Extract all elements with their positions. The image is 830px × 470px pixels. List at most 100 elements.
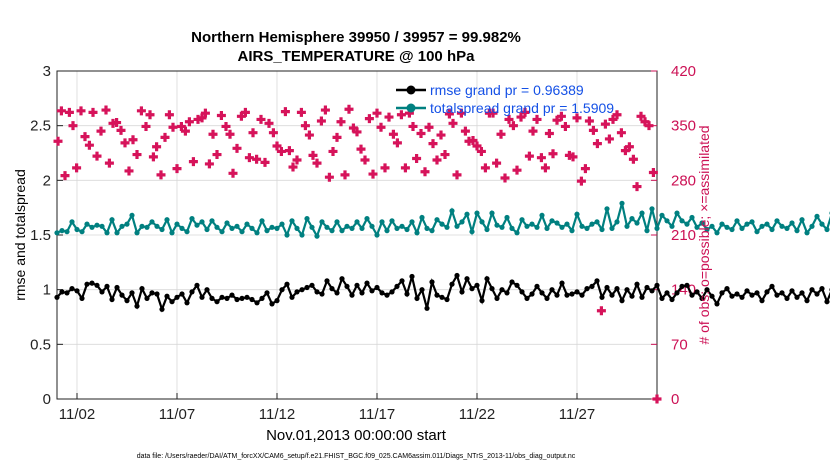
data-point [609, 225, 615, 231]
x-tick-label: 11/22 [459, 406, 495, 423]
obs-marker [216, 111, 226, 121]
obs-marker [448, 118, 458, 128]
data-point [644, 228, 650, 234]
obs-marker [300, 121, 310, 131]
data-point [339, 276, 345, 282]
data-point [224, 220, 230, 226]
data-point [154, 291, 160, 297]
data-point [369, 223, 375, 229]
data-point [659, 295, 665, 301]
left-axis-ticks: 0 0.5 1 1.5 2 2.5 3 [30, 63, 63, 408]
data-point [314, 289, 320, 295]
data-point [559, 224, 565, 230]
obs-marker [188, 157, 198, 167]
data-point [434, 217, 440, 223]
data-point [374, 284, 380, 291]
data-point [204, 287, 210, 293]
data-point [419, 287, 425, 293]
data-point [594, 278, 600, 284]
obs-marker [352, 127, 362, 137]
obs-marker [636, 111, 646, 121]
data-point [704, 287, 710, 293]
data-point [534, 283, 540, 289]
data-point [324, 278, 330, 284]
obs-marker [344, 104, 354, 114]
data-point [564, 292, 570, 298]
data-point [399, 223, 405, 229]
data-point [139, 286, 145, 292]
x-tick-label: 11/07 [159, 406, 195, 423]
data-point [94, 222, 100, 228]
data-point [234, 223, 240, 229]
data-point [624, 287, 630, 293]
obs-marker [124, 166, 134, 176]
obs-marker [184, 117, 194, 127]
data-point [124, 221, 130, 227]
obs-marker [336, 117, 346, 127]
data-point [429, 228, 435, 234]
data-point [654, 225, 660, 231]
data-point [199, 294, 205, 300]
data-point [564, 221, 570, 227]
data-point [769, 226, 775, 233]
data-point [249, 225, 255, 231]
obs-marker [380, 163, 390, 173]
data-point [749, 219, 755, 225]
obs-marker [388, 129, 398, 139]
obs-marker [440, 150, 450, 160]
data-point [594, 219, 600, 225]
data-point [659, 212, 665, 218]
data-point [469, 286, 475, 292]
data-point [484, 226, 490, 233]
obs-marker [392, 138, 402, 148]
data-point [249, 296, 255, 303]
data-point [654, 282, 660, 288]
obs-marker [524, 151, 534, 161]
legend-label-rmse: rmse grand pr = 0.96389 [430, 82, 584, 98]
data-point [424, 225, 430, 231]
data-point [164, 293, 170, 299]
data-point [299, 287, 305, 293]
data-point [559, 280, 565, 286]
obs-marker [112, 118, 122, 128]
data-point [389, 289, 395, 295]
data-point [479, 298, 485, 304]
data-point [114, 230, 120, 236]
data-point [489, 210, 495, 216]
obs-marker [72, 163, 82, 173]
obs-marker [88, 107, 98, 117]
data-point [169, 299, 175, 305]
data-point [194, 222, 200, 228]
obs-marker [364, 114, 374, 124]
data-point [484, 276, 490, 282]
data-point [814, 291, 820, 297]
data-point [704, 226, 710, 233]
obs-marker [492, 158, 502, 168]
data-point [304, 284, 310, 291]
data-point [459, 219, 465, 225]
data-point [309, 224, 315, 230]
data-point [394, 225, 400, 231]
data-point [369, 288, 375, 294]
footnote-data-file: data file: /Users/raeder/DAI/ATM_forcXX/… [137, 453, 576, 460]
data-point [769, 283, 775, 289]
legend: rmse grand pr = 0.96389 totalspread gran… [396, 82, 614, 116]
obs-marker [432, 155, 442, 165]
obs-marker [304, 130, 314, 140]
data-point [414, 230, 420, 236]
right-tick-label: 280 [671, 172, 696, 189]
obs-marker [576, 176, 586, 186]
data-point [174, 221, 180, 227]
obs-marker [504, 114, 514, 124]
data-point [59, 228, 65, 234]
obs-marker [512, 165, 522, 175]
series-0 [54, 272, 830, 313]
data-point [689, 292, 695, 298]
obs-marker [608, 114, 618, 124]
obs-marker [584, 116, 594, 126]
data-point [99, 223, 105, 229]
data-point [229, 292, 235, 298]
data-point [374, 232, 380, 238]
data-point [144, 295, 150, 301]
obs-marker [141, 121, 151, 131]
